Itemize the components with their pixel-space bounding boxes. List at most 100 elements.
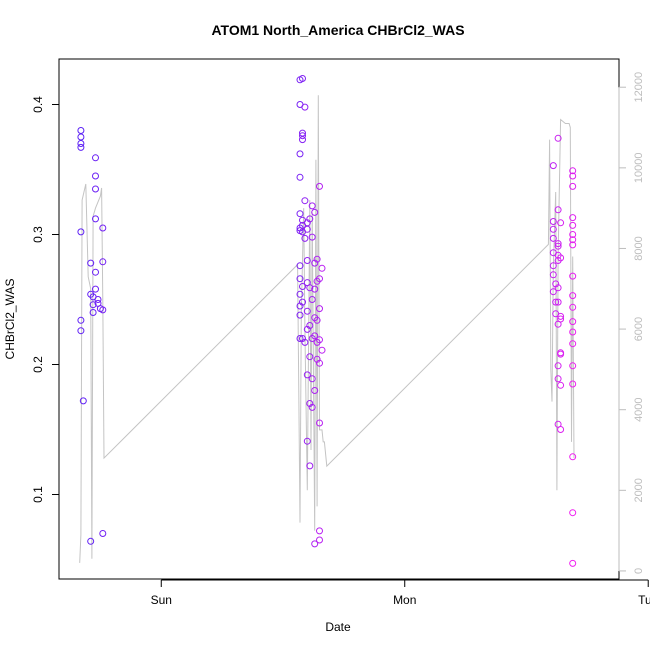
plot-frame	[58, 58, 620, 580]
data-point	[301, 197, 309, 205]
data-point	[313, 316, 321, 324]
y-axis-label: CHBrCl2_WAS	[3, 279, 17, 360]
data-point	[299, 132, 306, 140]
data-point	[301, 338, 309, 346]
data-point	[316, 336, 323, 344]
data-point	[87, 537, 95, 545]
y2-tick-label: 6000	[633, 317, 645, 341]
data-point	[569, 231, 577, 238]
data-point	[296, 290, 304, 298]
data-point	[569, 328, 577, 336]
data-point	[311, 208, 319, 216]
data-point	[77, 127, 85, 134]
y2-tick-label: 12000	[633, 72, 645, 103]
data-point	[301, 103, 309, 111]
data-point	[549, 162, 557, 170]
y2-tick-label: 4000	[633, 397, 645, 421]
data-point	[549, 262, 557, 270]
data-point	[87, 259, 95, 267]
secondary-series-line	[79, 95, 575, 563]
data-point	[92, 268, 99, 276]
data-point	[316, 419, 323, 427]
data-point	[549, 271, 557, 279]
data-point	[77, 228, 85, 236]
data-point	[99, 530, 107, 537]
data-point	[299, 283, 306, 290]
data-point	[303, 371, 311, 379]
data-point	[316, 275, 323, 283]
data-point	[92, 285, 99, 293]
data-point	[99, 306, 107, 314]
data-point	[316, 359, 323, 367]
data-point	[318, 346, 326, 354]
y-axis-left: 0.1 0.2 0.3 0.4	[31, 96, 60, 503]
data-point	[296, 275, 304, 283]
data-point	[569, 182, 577, 190]
y2-tick-label: 0	[633, 568, 645, 574]
data-point	[311, 387, 319, 394]
data-point	[303, 437, 311, 445]
data-point	[549, 234, 557, 242]
y2-tick-label: 8000	[633, 236, 645, 260]
data-point	[89, 309, 97, 316]
data-point	[316, 527, 323, 535]
data-point	[557, 254, 565, 262]
data-point	[554, 375, 562, 383]
data-point	[557, 315, 565, 323]
data-point	[554, 206, 562, 214]
x-axis: Sun Mon Tue	[151, 579, 650, 607]
data-point	[303, 225, 311, 233]
data-point	[296, 173, 304, 181]
data-point	[296, 311, 304, 319]
data-point	[569, 453, 577, 461]
data-point	[306, 215, 314, 223]
data-point	[306, 462, 314, 470]
data-point	[306, 284, 314, 292]
y-axis-right: 0 2000 4000 6000 8000 10000 12000	[618, 72, 645, 574]
x-tick-label: Tue	[638, 593, 650, 607]
data-point	[99, 258, 107, 266]
chart-title: ATOM1 North_America CHBrCl2_WAS	[211, 22, 464, 38]
data-point	[549, 225, 557, 233]
altitude-line-layer	[79, 95, 575, 563]
data-point	[554, 298, 562, 306]
data-point	[301, 234, 309, 242]
data-point	[308, 403, 316, 411]
data-point	[77, 133, 85, 141]
data-point	[77, 316, 85, 324]
data-point	[94, 296, 102, 303]
x-tick-label: Sun	[151, 593, 172, 607]
data-point	[569, 303, 577, 311]
data-point	[557, 426, 565, 433]
y-tick-label: 0.1	[31, 486, 45, 503]
data-point	[569, 292, 577, 300]
data-point	[569, 559, 577, 567]
data-point	[549, 218, 557, 225]
y-tick-label: 0.2	[31, 356, 45, 373]
x-tick-label: Mon	[393, 593, 416, 607]
data-point	[296, 150, 304, 158]
x-axis-label: Date	[325, 620, 351, 634]
data-point	[299, 75, 306, 82]
data-point	[318, 264, 326, 272]
data-point	[308, 233, 316, 241]
data-point	[569, 221, 577, 229]
y2-tick-label: 2000	[633, 478, 645, 502]
data-point	[569, 272, 577, 280]
data-point	[569, 362, 577, 370]
data-point	[554, 362, 562, 370]
data-point	[557, 381, 565, 389]
data-point	[308, 296, 316, 303]
data-point	[311, 540, 319, 548]
data-point	[316, 305, 323, 313]
data-point	[549, 288, 557, 296]
data-point	[303, 307, 311, 315]
points-layer	[77, 75, 577, 567]
data-point	[77, 327, 85, 335]
data-point	[569, 167, 577, 175]
data-point	[569, 380, 577, 388]
data-point	[79, 397, 87, 405]
y-tick-label: 0.4	[31, 96, 45, 113]
data-point	[77, 143, 85, 151]
